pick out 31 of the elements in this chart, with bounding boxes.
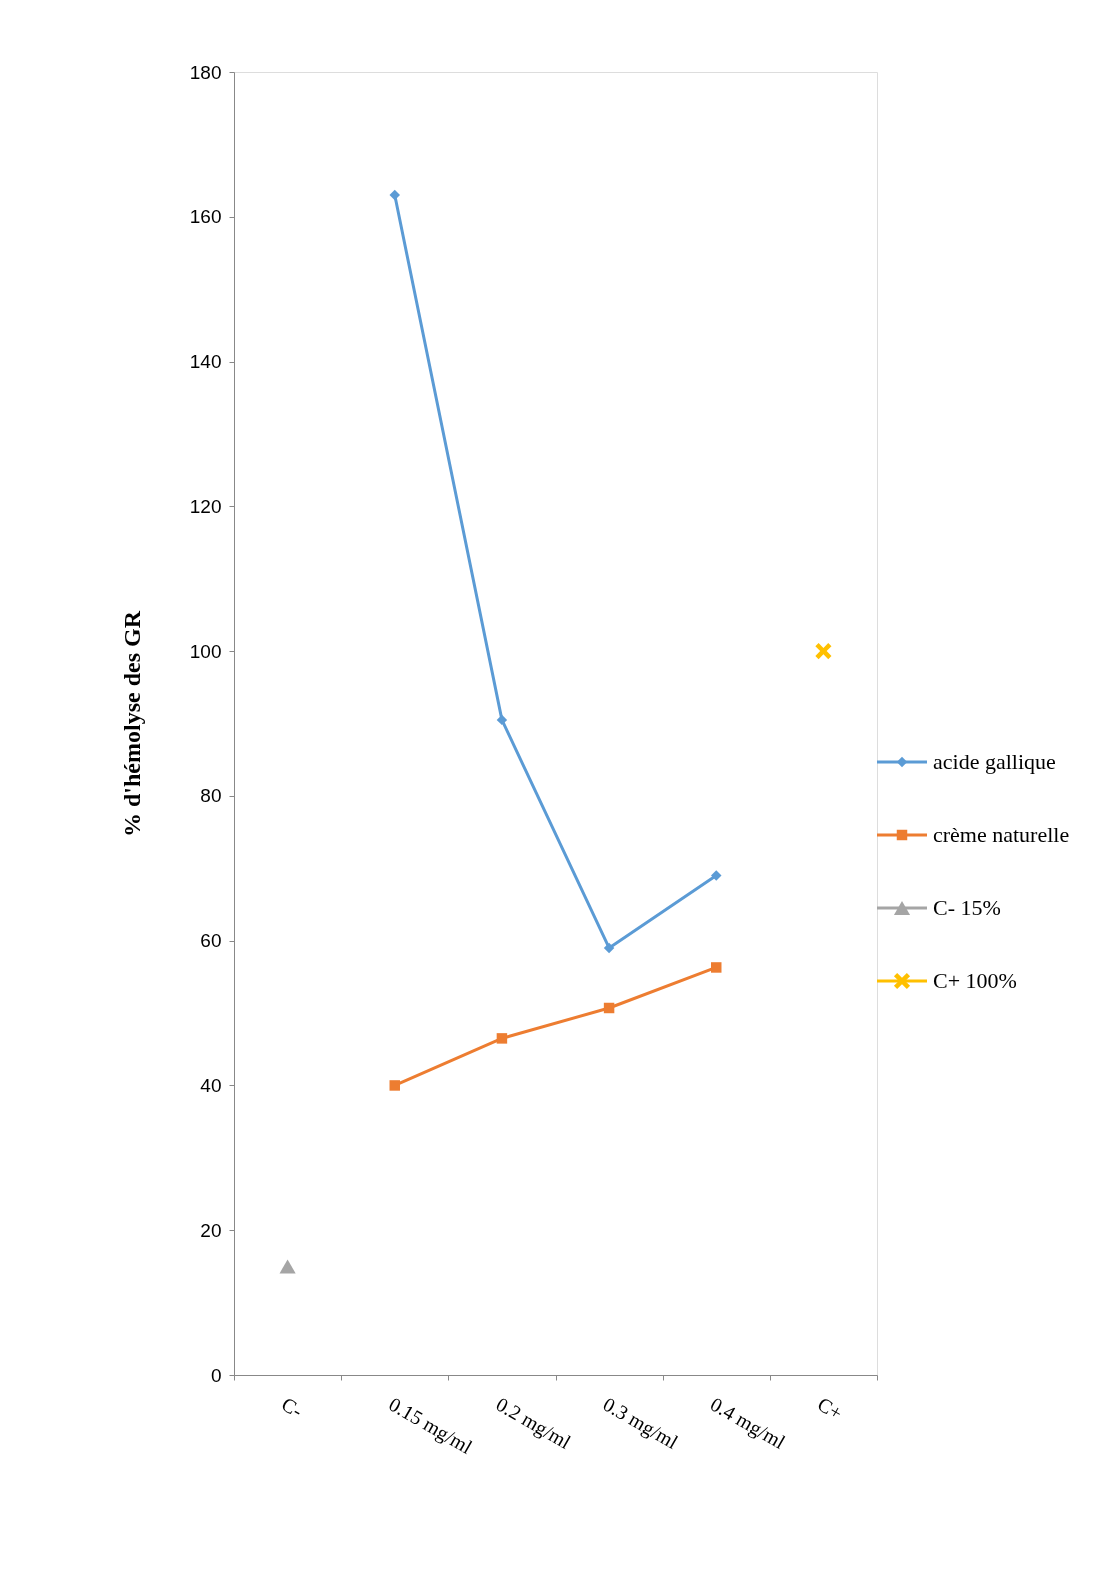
y-tick-label: 160 <box>189 206 222 228</box>
y-tick-label: 40 <box>200 1074 222 1096</box>
point <box>603 942 615 954</box>
point <box>815 643 832 660</box>
x-tick-label: 0.3 mg/ml <box>599 1392 683 1455</box>
x-tick-label: 0.15 mg/ml <box>384 1392 477 1460</box>
legend-label: acide gallique <box>933 749 1056 774</box>
y-tick-label: 120 <box>189 495 222 517</box>
point <box>711 870 722 881</box>
x-tick-label: C- <box>278 1392 307 1422</box>
legend-label: C+ 100% <box>933 968 1017 993</box>
y-tick-label: 140 <box>189 351 222 373</box>
point <box>389 1080 400 1091</box>
y-tick-label: 100 <box>189 640 222 662</box>
point <box>279 1259 296 1274</box>
y-tick-label: 60 <box>200 930 222 952</box>
point <box>711 962 722 973</box>
x-tick-label: 0.4 mg/ml <box>706 1392 790 1455</box>
x-tick-label: C+ <box>813 1392 847 1425</box>
y-tick-label: 180 <box>189 61 222 83</box>
y-axis-title: % d'hémolyse des GR <box>118 610 145 838</box>
point <box>496 714 508 726</box>
point <box>496 1033 508 1044</box>
y-tick-label: 20 <box>200 1219 222 1241</box>
legend-label: crème naturelle <box>933 822 1070 847</box>
y-tick-label: 80 <box>200 785 222 807</box>
legend-label: C- 15% <box>933 895 1001 920</box>
point <box>603 1002 615 1014</box>
x-tick-label: 0.2 mg/ml <box>491 1392 576 1455</box>
point <box>389 189 400 201</box>
y-tick-label: 0 <box>210 1364 222 1386</box>
